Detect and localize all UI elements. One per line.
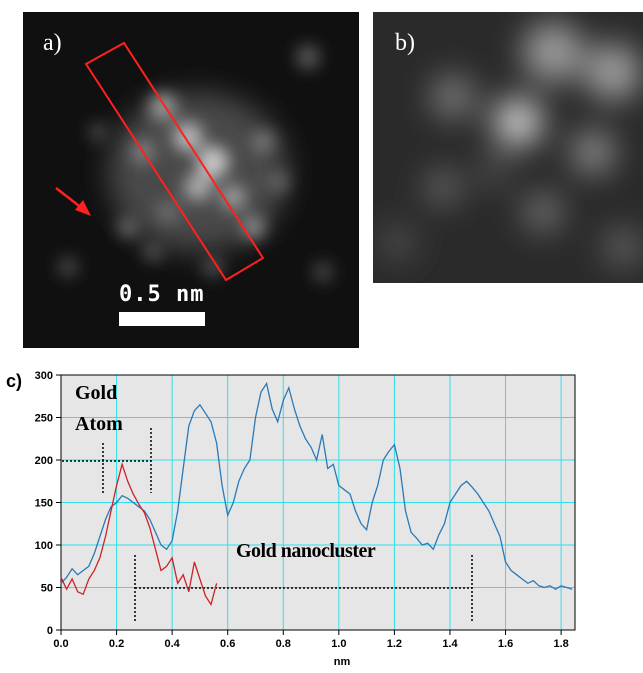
panel-c-chart: c) 0.0 0.2 0.4 0.6 0.8 1.0 1.2 1.4 1.6 1.8 0 50 100 1… — [0, 365, 643, 668]
y-tick-label: 300 — [35, 370, 53, 382]
series-line-blue — [60, 381, 573, 590]
arrow-icon — [55, 187, 91, 216]
y-tick-label: 150 — [35, 498, 53, 510]
plot-frame — [60, 374, 576, 631]
panel-a-svg — [55, 41, 333, 282]
x-tick-label: 0.8 — [276, 638, 291, 650]
x-tick-label: 1.4 — [442, 638, 458, 650]
panel-a-label: a) — [43, 30, 62, 56]
y-tick-label: 250 — [35, 413, 53, 425]
panel-b-svg — [380, 22, 643, 267]
scale-bar — [119, 312, 205, 326]
x-tick-label: 1.0 — [331, 638, 346, 650]
panel-c-label: c) — [6, 371, 22, 391]
x-tick-label: 1.2 — [387, 638, 402, 650]
x-tick-label: 0.4 — [164, 638, 180, 650]
roi-box — [84, 41, 265, 282]
x-tick-label: 0.0 — [53, 638, 68, 650]
panel-b-atoms — [380, 22, 643, 267]
annotation-gold-atom-line2: Atom — [75, 413, 123, 435]
x-tick-label: 1.8 — [553, 638, 568, 650]
panel-a-image: a) 0.5 nm — [23, 12, 359, 348]
series-line-red — [60, 461, 218, 607]
y-tick-label: 200 — [35, 455, 53, 467]
y-tick-label: 50 — [41, 583, 53, 595]
x-tick-label: 0.6 — [220, 638, 235, 650]
x-tick-label: 0.2 — [109, 638, 124, 650]
annotation-gold-nanocluster: Gold nanocluster — [236, 540, 376, 562]
panel-a-haze — [108, 92, 288, 252]
line-profile-chart: c) 0.0 0.2 0.4 0.6 0.8 1.0 1.2 1.4 1.6 1.8 0 50 100 1… — [6, 370, 576, 668]
y-tick-label: 0 — [47, 625, 53, 637]
y-tick-label: 100 — [35, 540, 53, 552]
x-axis-label: nm — [334, 656, 351, 668]
x-tick-label: 1.6 — [498, 638, 513, 650]
scale-bar-label: 0.5 nm — [119, 282, 205, 307]
annotation-gold-atom-line1: Gold — [75, 382, 117, 404]
panel-b-image: b) — [373, 12, 643, 283]
panel-b-label: b) — [395, 30, 415, 56]
